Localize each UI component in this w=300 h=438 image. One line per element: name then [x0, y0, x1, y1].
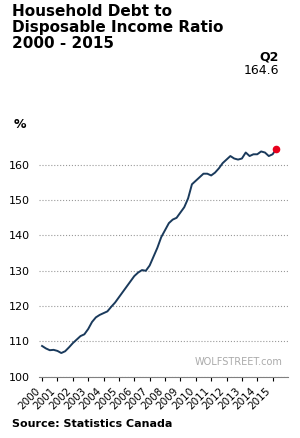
Text: 2000 - 2015: 2000 - 2015 — [12, 36, 114, 51]
Text: Household Debt to: Household Debt to — [12, 4, 172, 19]
Text: %: % — [14, 118, 27, 131]
Text: WOLFSTREET.com: WOLFSTREET.com — [195, 357, 283, 367]
Text: Source: Statistics Canada: Source: Statistics Canada — [12, 419, 172, 429]
Point — [274, 145, 279, 152]
Text: 164.6: 164.6 — [244, 64, 279, 77]
Text: Disposable Income Ratio: Disposable Income Ratio — [12, 20, 224, 35]
Text: Q2: Q2 — [260, 50, 279, 64]
